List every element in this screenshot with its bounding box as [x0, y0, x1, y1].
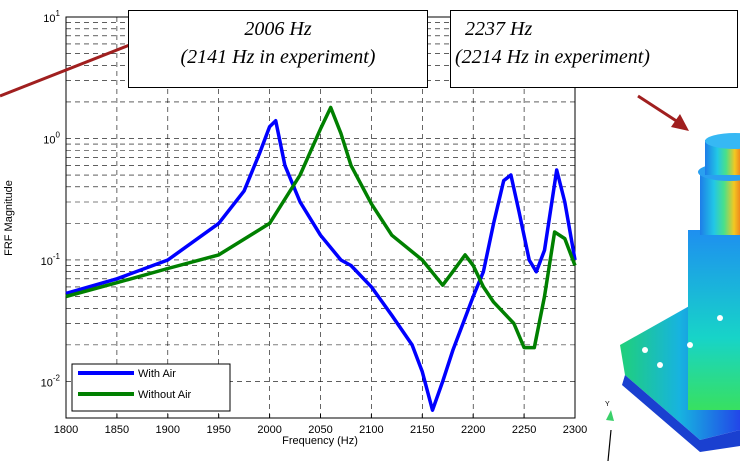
legend-label-with-air: With Air [138, 368, 176, 380]
callout-1-line2: (2141 Hz in experiment) [180, 46, 376, 68]
x-tick-label: 1950 [206, 424, 230, 436]
callout-box-2006hz: 2006 Hz (2141 Hz in experiment) [128, 10, 428, 88]
series-layer [65, 105, 577, 412]
x-tick-label: 2150 [410, 424, 434, 436]
model-axis-indicator [606, 410, 614, 461]
series-line-without-air [65, 105, 577, 350]
y-tick-label: 10-1 [41, 252, 61, 268]
callout-1-line1: 2006 Hz [244, 18, 312, 40]
y-axis-label: FRF Magnitude [3, 180, 15, 256]
x-tick-label: 2200 [461, 424, 485, 436]
x-tick-label: 2250 [512, 424, 536, 436]
model-render [620, 133, 740, 452]
legend: With Air Without Air [71, 363, 231, 412]
y-tick-label: 100 [43, 130, 60, 146]
x-tick-label: 2000 [257, 424, 281, 436]
x-tick-label: 1800 [54, 424, 78, 436]
y-tick-label: 10-2 [41, 373, 61, 389]
series-line-with-air [65, 118, 577, 412]
x-tick-label: 1850 [105, 424, 129, 436]
legend-label-without-air: Without Air [138, 389, 192, 401]
callout-arrow-2 [637, 94, 689, 131]
model-axis-label: Y [605, 401, 610, 408]
callout-box-2237hz: 2237 Hz (2214 Hz in experiment) [450, 10, 738, 88]
x-tick-label: 2050 [308, 424, 332, 436]
callout-2-line1: 2237 Hz [465, 18, 533, 40]
x-axis-label: Frequency (Hz) [282, 435, 358, 447]
callout-2-line2: (2214 Hz in experiment) [455, 46, 650, 68]
y-tick-label: 101 [43, 9, 60, 25]
x-tick-label: 2300 [563, 424, 587, 436]
callout-arrow-1 [0, 42, 133, 98]
x-tick-label: 2100 [359, 424, 383, 436]
x-tick-label: 1900 [156, 424, 180, 436]
